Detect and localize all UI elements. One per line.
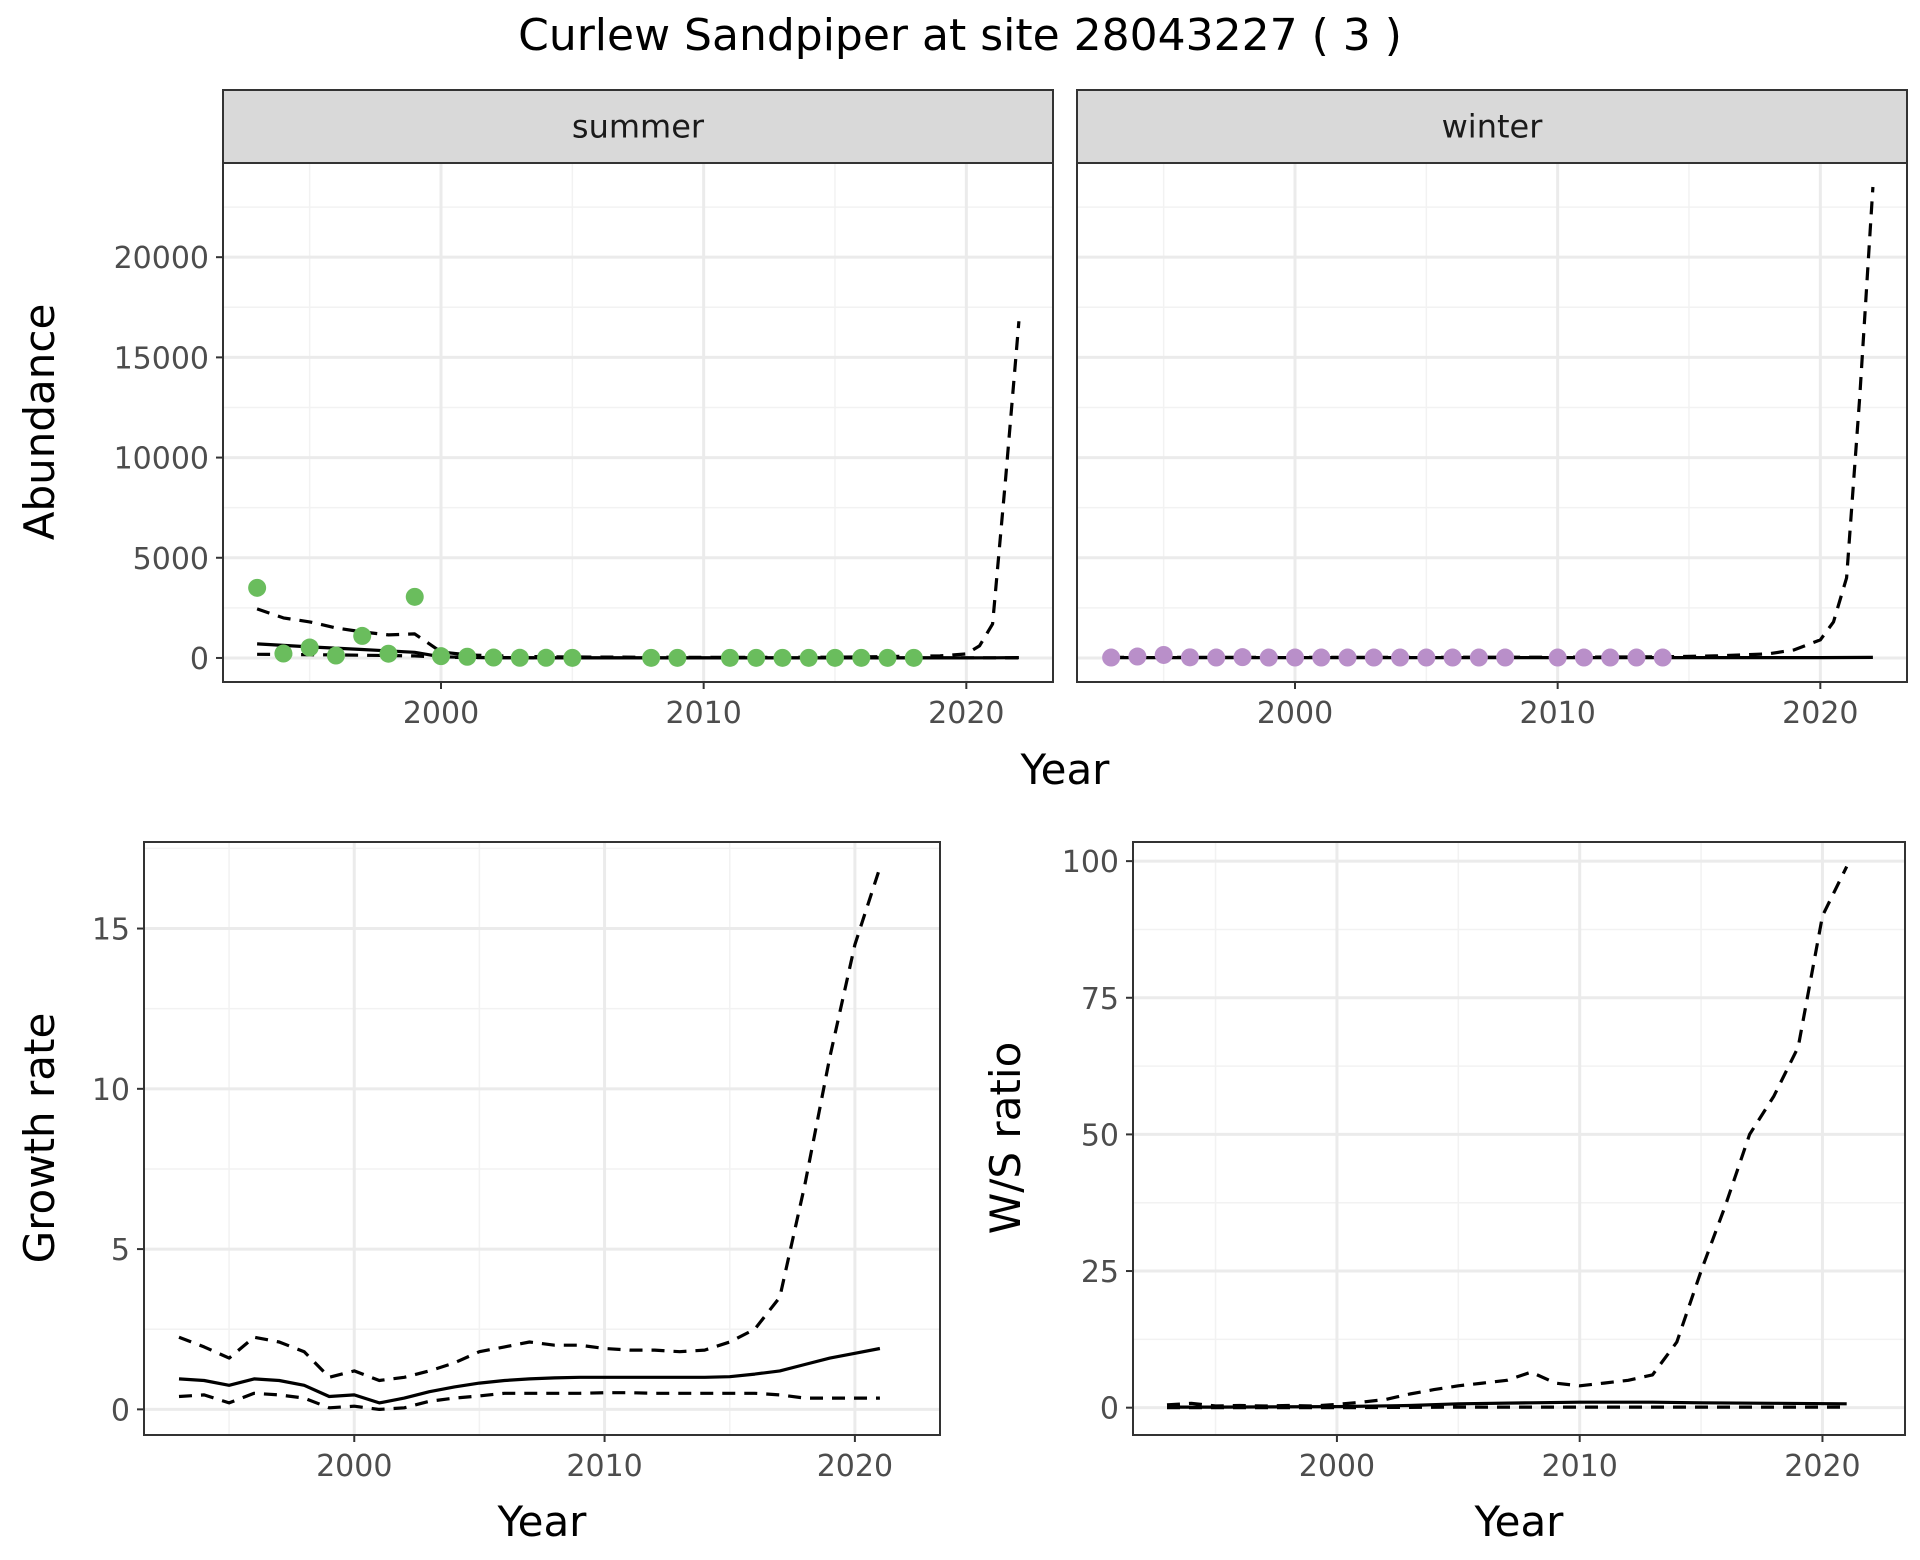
data-point xyxy=(1653,648,1672,667)
data-point xyxy=(1180,648,1199,667)
x-axis-label: Year xyxy=(1474,1497,1565,1546)
y-tick-label: 100 xyxy=(1062,845,1119,880)
data-point xyxy=(1128,647,1147,666)
interval-line-1 xyxy=(1166,865,1849,1408)
data-point xyxy=(825,648,844,667)
interval-line-1 xyxy=(178,867,882,1383)
panel-winter: winter 2000 2010 2020 xyxy=(1076,89,1908,731)
y-axis-label: Abundance xyxy=(15,304,64,541)
data-point xyxy=(668,648,687,667)
data-point xyxy=(904,648,923,667)
x-tick-label: 2020 xyxy=(1782,696,1858,731)
data-point xyxy=(1286,648,1305,667)
y-tick-label: 15000 xyxy=(114,341,209,376)
y-tick-label: 25 xyxy=(1081,1255,1119,1290)
data-point xyxy=(1417,648,1436,667)
data-point xyxy=(326,646,345,665)
data-point xyxy=(642,648,661,667)
data-point xyxy=(510,648,529,667)
plot-background xyxy=(1133,842,1905,1435)
estimate-line xyxy=(1167,1400,1847,1409)
y-tick-label: 50 xyxy=(1081,1118,1119,1153)
data-point xyxy=(274,644,293,663)
x-tick-label: 2000 xyxy=(403,696,479,731)
x-tick-label: 2000 xyxy=(316,1449,392,1484)
figure-title: Curlew Sandpiper at site 28043227 ( 3 ) xyxy=(518,10,1402,61)
data-point xyxy=(1574,648,1593,667)
y-tick-label: 0 xyxy=(1100,1392,1119,1427)
plot-background xyxy=(144,842,940,1435)
facet-strip xyxy=(1076,89,1908,164)
x-tick-label: 2020 xyxy=(817,1449,893,1484)
data-point xyxy=(1548,648,1567,667)
data-point xyxy=(1496,648,1515,667)
panel-summer: summer 2000 2010 2020 0 5000 10000 15000 20000 Ab… xyxy=(15,89,1054,731)
y-axis-label: W/S ratio xyxy=(981,1042,1030,1235)
data-point xyxy=(353,626,372,645)
data-point xyxy=(1443,648,1462,667)
data-point xyxy=(1207,648,1226,667)
data-point xyxy=(458,647,477,666)
x-tick-label: 2010 xyxy=(1542,1449,1618,1484)
x-tick-label: 2010 xyxy=(665,696,741,731)
x-tick-label: 2020 xyxy=(1784,1449,1860,1484)
y-tick-label: 0 xyxy=(111,1393,130,1428)
data-point xyxy=(1364,648,1383,667)
facet-label: winter xyxy=(1442,108,1544,146)
y-tick-label: 0 xyxy=(190,642,209,677)
panel-border xyxy=(1132,841,1906,1436)
panel-growth-rate: 2000 2010 2020 0 5 10 15 Growth rate Year xyxy=(15,841,941,1546)
x-tick-label: 2020 xyxy=(928,696,1004,731)
data-point xyxy=(1233,648,1252,667)
y-tick-label: 75 xyxy=(1081,982,1119,1017)
data-point xyxy=(1469,648,1488,667)
x-axis-label: Year xyxy=(497,1497,588,1546)
data-point xyxy=(563,648,582,667)
data-point xyxy=(537,648,556,667)
y-tick-label: 5000 xyxy=(133,542,209,577)
data-point xyxy=(1154,645,1173,664)
x-tick-label: 2010 xyxy=(1519,696,1595,731)
data-point xyxy=(1627,648,1646,667)
data-point xyxy=(248,578,267,597)
data-point xyxy=(1338,648,1357,667)
data-point xyxy=(720,648,739,667)
x-tick-label: 2010 xyxy=(566,1449,642,1484)
panel-border xyxy=(143,841,941,1436)
plot-background xyxy=(223,163,1053,682)
y-axis-label: Growth rate xyxy=(15,1013,64,1264)
y-tick-label: 5 xyxy=(111,1233,130,1268)
data-point xyxy=(1601,648,1620,667)
interval-line-2 xyxy=(178,1391,880,1411)
y-tick-label: 10000 xyxy=(114,442,209,477)
y-tick-label: 10 xyxy=(92,1073,130,1108)
facet-strip xyxy=(222,89,1054,164)
panel-w-s-ratio: 2000 2010 2020 0 25 50 75 100 W/S ratio Year xyxy=(981,841,1906,1546)
data-point xyxy=(852,648,871,667)
data-point xyxy=(1391,648,1410,667)
data-point xyxy=(484,648,503,667)
data-point xyxy=(379,644,398,663)
data-point xyxy=(1312,648,1331,667)
data-point xyxy=(432,647,451,666)
data-point xyxy=(300,638,319,657)
data-point xyxy=(878,648,897,667)
interval-line-2 xyxy=(1167,1405,1847,1410)
facet-label: summer xyxy=(572,108,705,146)
data-point xyxy=(747,648,766,667)
data-point xyxy=(773,648,792,667)
data-point xyxy=(405,587,424,606)
data-point xyxy=(1102,648,1121,667)
x-tick-label: 2000 xyxy=(1299,1449,1375,1484)
data-point xyxy=(799,648,818,667)
x-axis-label-shared: Year xyxy=(1020,745,1111,794)
plot-background xyxy=(1077,163,1907,682)
data-point xyxy=(1259,648,1278,667)
x-tick-label: 2000 xyxy=(1257,696,1333,731)
y-tick-label: 20000 xyxy=(114,241,209,276)
estimate-line xyxy=(178,1346,881,1405)
y-tick-label: 15 xyxy=(92,913,130,948)
